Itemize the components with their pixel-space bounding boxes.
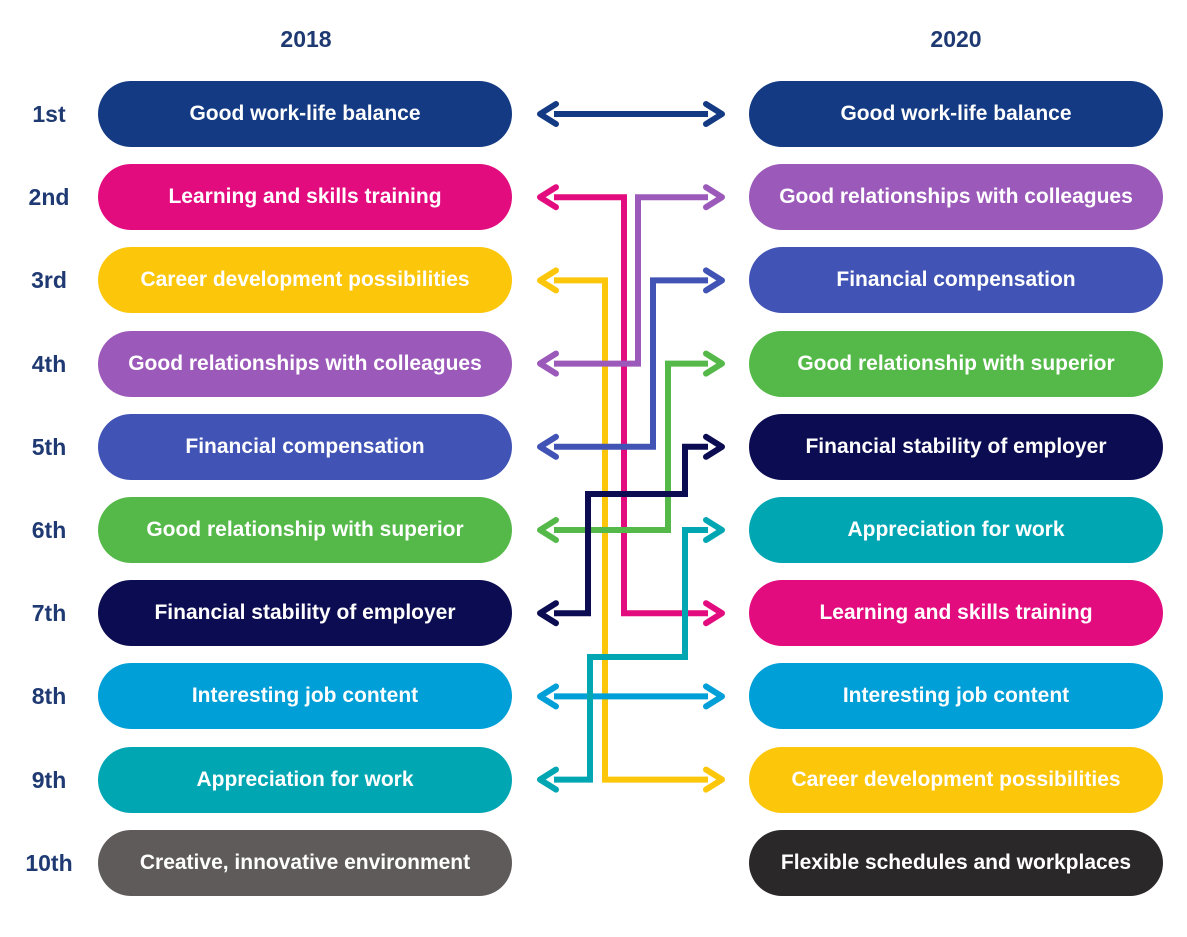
factor-2018-pill: Appreciation for work [98, 746, 512, 813]
rank-label: 7th [31, 600, 67, 627]
factor-2020-pill: Appreciation for work [749, 497, 1163, 563]
factor-2020-pill: Financial compensation [749, 247, 1163, 314]
factor-2020-pill: Financial stability of employer [749, 413, 1163, 480]
arrowhead-right [703, 683, 725, 710]
rank-change-line [554, 194, 708, 617]
factor-2018-pill: Financial compensation [98, 413, 512, 480]
factor-2018-pill: Creative, innovative environment [98, 829, 512, 896]
rank-label: 2nd [28, 184, 70, 211]
arrowhead-left [537, 766, 559, 793]
rank-label: 6th [31, 517, 67, 543]
factor-2020-pill: Career development possibilities [749, 746, 1163, 813]
arrowhead-right [703, 433, 725, 460]
year-2020-header: 2020 [930, 26, 982, 52]
factor-2018-pill: Good work-life balance [98, 81, 512, 147]
arrowhead-left [537, 683, 559, 710]
arrowhead-right [703, 766, 725, 793]
rank-label: 8th [31, 683, 67, 710]
arrowhead-left [537, 101, 559, 127]
factor-2018-pill: Good relationships with colleagues [98, 330, 512, 397]
rank-change-line [554, 194, 708, 367]
year-2018-header: 2018 [280, 26, 332, 52]
factor-2018-pill: Career development possibilities [98, 247, 512, 314]
arrowhead-left [537, 433, 559, 460]
factor-2020-pill: Flexible schedules and workplaces [749, 829, 1163, 896]
rank-change-line [554, 527, 708, 783]
arrowhead-right [703, 101, 725, 127]
arrowhead-right [703, 350, 725, 377]
arrowhead-left [537, 350, 559, 377]
factor-2018-pill: Financial stability of employer [98, 580, 512, 647]
arrowhead-right [703, 517, 725, 543]
factor-2018-pill: Good relationship with superior [98, 497, 512, 563]
factor-2018-pill: Learning and skills training [98, 164, 512, 231]
factor-2020-pill: Good relationship with superior [749, 330, 1163, 397]
arrowhead-left [537, 184, 559, 211]
rank-label: 4th [31, 350, 67, 377]
factor-2020-pill: Interesting job content [749, 663, 1163, 730]
rank-change-line [554, 277, 708, 450]
arrowhead-left [537, 267, 559, 294]
rank-label: 9th [31, 766, 67, 793]
rank-change-line [554, 443, 708, 617]
arrowhead-left [537, 517, 559, 543]
factor-2020-pill: Good relationships with colleagues [749, 164, 1163, 231]
rank-label: 3rd [31, 267, 67, 294]
rank-label: 5th [31, 433, 67, 460]
arrowhead-right [703, 267, 725, 294]
arrowhead-left [537, 600, 559, 627]
rank-change-line [554, 360, 708, 533]
arrowhead-right [703, 600, 725, 627]
factor-2020-pill: Learning and skills training [749, 580, 1163, 647]
factor-2018-pill: Interesting job content [98, 663, 512, 730]
factor-2020-pill: Good work-life balance [749, 81, 1163, 147]
arrowhead-right [703, 184, 725, 211]
rank-label: 1st [32, 101, 66, 127]
rank-label: 10th [25, 849, 73, 876]
